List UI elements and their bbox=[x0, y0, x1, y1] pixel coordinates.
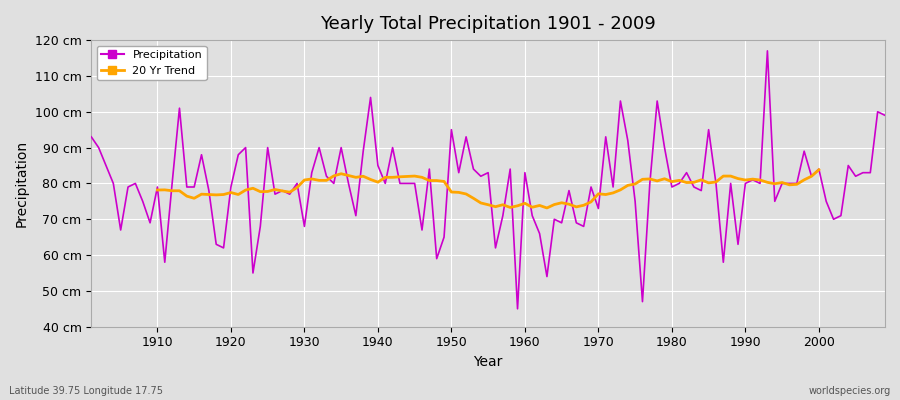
Text: worldspecies.org: worldspecies.org bbox=[809, 386, 891, 396]
20 Yr Trend bbox=[718, 174, 729, 178]
Legend: Precipitation, 20 Yr Trend: Precipitation, 20 Yr Trend bbox=[97, 46, 207, 80]
20 Yr Trend bbox=[152, 188, 163, 192]
Line: Precipitation: Precipitation bbox=[91, 51, 885, 309]
Y-axis label: Precipitation: Precipitation bbox=[15, 140, 29, 227]
20 Yr Trend bbox=[542, 206, 553, 210]
Precipitation bbox=[306, 170, 317, 175]
Line: 20 Yr Trend: 20 Yr Trend bbox=[158, 170, 819, 208]
20 Yr Trend bbox=[806, 174, 817, 179]
Precipitation bbox=[350, 213, 361, 218]
20 Yr Trend bbox=[233, 192, 244, 197]
Precipitation bbox=[762, 48, 773, 53]
20 Yr Trend bbox=[321, 178, 332, 183]
Text: Latitude 39.75 Longitude 17.75: Latitude 39.75 Longitude 17.75 bbox=[9, 386, 163, 396]
Precipitation bbox=[615, 99, 626, 104]
Precipitation bbox=[519, 170, 530, 175]
Precipitation bbox=[86, 134, 96, 139]
Precipitation bbox=[879, 113, 890, 118]
Precipitation bbox=[512, 306, 523, 311]
Precipitation bbox=[526, 213, 537, 218]
20 Yr Trend bbox=[799, 178, 810, 182]
Title: Yearly Total Precipitation 1901 - 2009: Yearly Total Precipitation 1901 - 2009 bbox=[320, 15, 656, 33]
Precipitation bbox=[145, 220, 156, 225]
20 Yr Trend bbox=[306, 176, 317, 181]
X-axis label: Year: Year bbox=[473, 355, 503, 369]
20 Yr Trend bbox=[814, 168, 824, 172]
